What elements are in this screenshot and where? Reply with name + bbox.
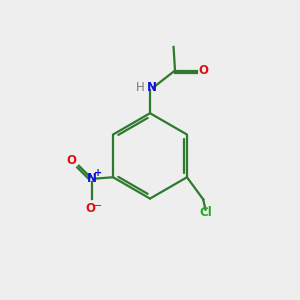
Text: N: N (146, 81, 157, 94)
Text: +: + (94, 168, 102, 178)
Text: O: O (85, 202, 95, 215)
Text: −: − (93, 201, 102, 211)
Text: Cl: Cl (200, 206, 212, 219)
Text: N: N (87, 172, 97, 185)
Text: O: O (199, 64, 208, 77)
Text: H: H (136, 81, 145, 94)
Text: O: O (67, 154, 77, 167)
